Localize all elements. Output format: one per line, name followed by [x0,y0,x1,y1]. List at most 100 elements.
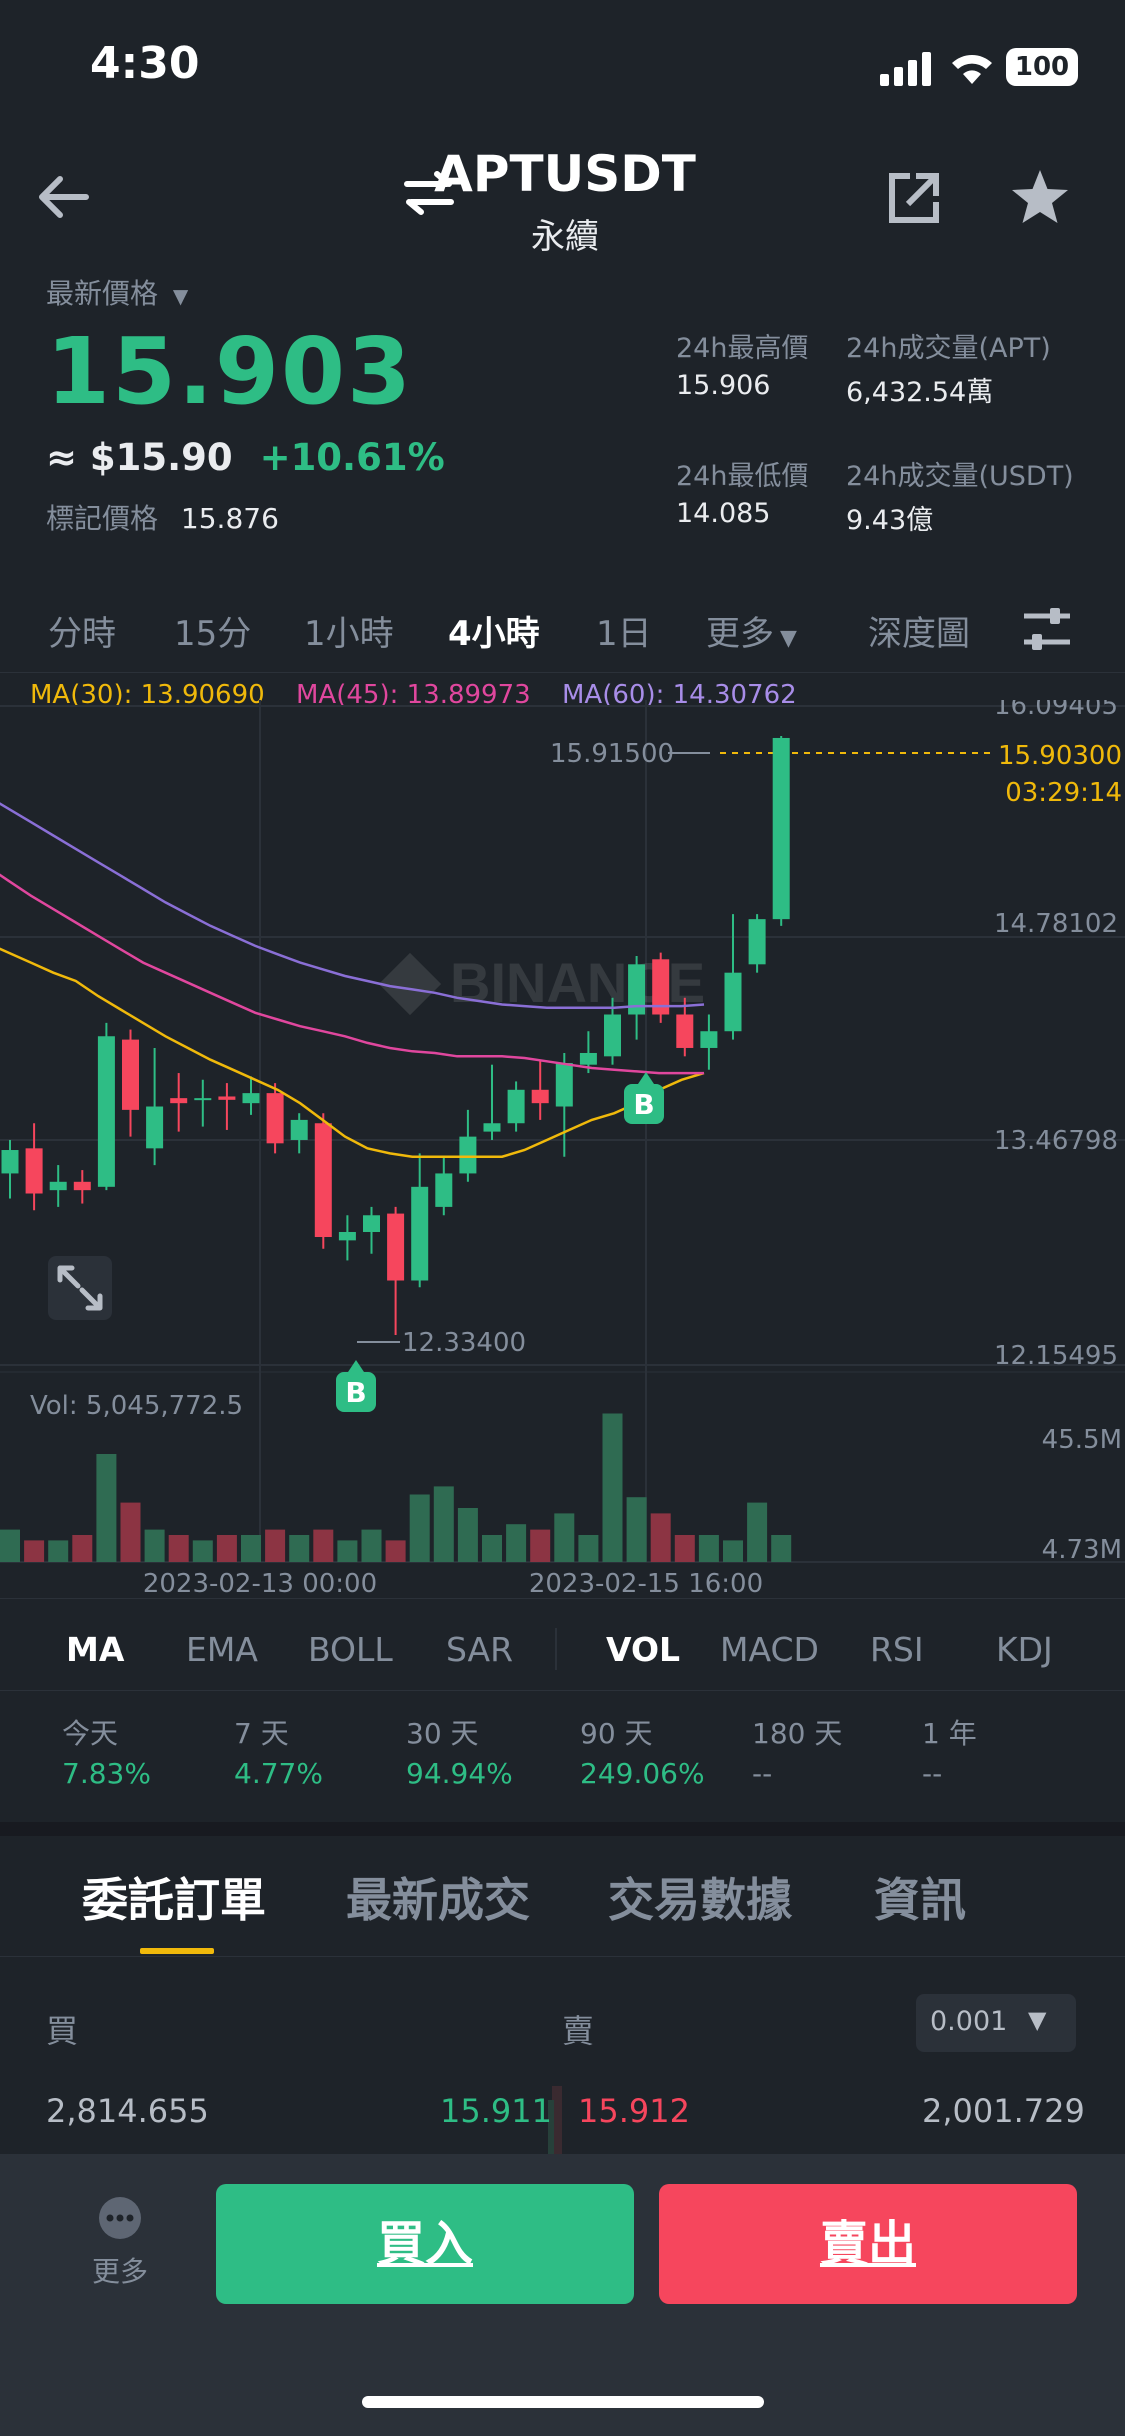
indicator-tab-ema[interactable]: EMA [186,1630,258,1669]
indicator-tab-vol[interactable]: VOL [606,1630,681,1669]
interval-tab-15m[interactable]: 15分 [174,614,252,654]
candle [748,914,766,973]
high-24h-value: 15.906 [676,370,771,401]
volume-bar [506,1524,527,1562]
volume-bar [674,1535,695,1562]
indicator-tab-sar[interactable]: SAR [446,1630,514,1669]
status-time: 4:30 [90,38,200,89]
home-indicator [362,2396,764,2408]
candle [700,1014,718,1070]
candle [290,1113,308,1154]
cellular-signal-icon [880,52,931,86]
volume-bar [771,1535,792,1562]
interval-tab-4h[interactable]: 4小時 [448,614,540,654]
last-price-label[interactable]: 最新價格 ▼ [46,272,188,312]
interval-tab-time[interactable]: 分時 [48,614,116,654]
candle [363,1206,380,1254]
swap-pair-icon[interactable] [403,170,455,216]
volume-bar [433,1486,454,1562]
more-button[interactable]: 更多 [70,2196,170,2290]
volume-bar [48,1540,69,1562]
indicator-tab-kdj[interactable]: KDJ [996,1630,1053,1669]
share-icon[interactable] [886,170,942,226]
back-arrow-icon[interactable] [30,165,94,229]
pair-header[interactable]: APTUSDT 永續 [400,145,730,258]
ma60-line [0,802,705,1010]
candle [411,1153,429,1288]
volume-bars [0,1413,792,1562]
indicator-separator [555,1628,557,1670]
candle [676,997,694,1057]
sell-button[interactable]: 賣出 [659,2184,1077,2304]
volume-bar [192,1540,213,1562]
ask-quantity[interactable]: 2,001.729 [922,2092,1085,2130]
buy-signal-marker[interactable]: B [624,1072,664,1124]
interval-tab-1h[interactable]: 1小時 [304,614,394,654]
candle [73,1170,91,1204]
perf-value-1y: -- [922,1757,943,1790]
perf-value-7d: 4.77% [234,1757,323,1790]
volume-bar [24,1540,45,1562]
buy-button[interactable]: 買入 [216,2184,634,2304]
pair-title: APTUSDT [434,145,696,203]
perf-value-30d: 94.94% [406,1757,513,1790]
buy-signal-marker[interactable]: B [336,1360,376,1412]
interval-more-label: 更多 [706,614,774,654]
perf-label-180d: 180 天 [752,1717,843,1750]
y-axis-label: 14.78102 [994,909,1118,939]
depth-bar-bid [548,2100,554,2154]
last-price-tag: 15.90300 [998,741,1122,771]
y-axis-label: 13.46798 [994,1126,1118,1156]
ask-price[interactable]: 15.912 [578,2092,690,2130]
battery-icon: 100 [1006,48,1078,86]
volume-bar [602,1413,623,1562]
indicator-tab-ma[interactable]: MA [66,1630,125,1669]
wifi-icon [952,55,992,84]
volume-bar [530,1529,551,1562]
precision-value: 0.001 [930,2006,1008,2037]
candle [772,735,790,926]
bid-quantity[interactable]: 2,814.655 [46,2092,209,2130]
tab-order-book[interactable]: 委託訂單 [82,1873,266,1927]
chart-settings-icon[interactable] [1022,606,1072,652]
candle [338,1215,356,1261]
candle [531,1059,549,1120]
tab-trading-data[interactable]: 交易數據 [608,1873,792,1927]
mark-price-label: 標記價格 [46,502,159,535]
depth-chart-tab[interactable]: 深度圖 [868,614,970,654]
candle [387,1206,405,1336]
perf-value-180d: -- [752,1757,773,1790]
section-separator [0,1822,1125,1836]
orderbook-buy-header: 買 [46,2012,79,2050]
volume-bar [578,1535,599,1562]
volume-bar [457,1508,478,1562]
price-chart[interactable]: BINANCE 16.09405 14.78102 13.46798 12.15… [0,700,1125,1600]
perf-label-1y: 1 年 [922,1717,977,1750]
low-24h-label: 24h最低價 [676,461,809,492]
fullscreen-icon[interactable] [48,1256,112,1320]
x-axis-label: 2023-02-13 00:00 [143,1569,377,1599]
volume-apt-label: 24h成交量(APT) [846,333,1051,364]
volume-bar [265,1529,286,1562]
low-annotation: 12.33400 [402,1328,526,1358]
interval-tab-1d[interactable]: 1日 [596,614,652,654]
indicator-tab-macd[interactable]: MACD [720,1630,819,1669]
volume-bar [385,1540,406,1562]
favorite-star-icon[interactable] [1010,168,1070,226]
tab-info[interactable]: 資訊 [874,1873,966,1927]
perf-value-90d: 249.06% [580,1757,705,1790]
volume-apt-value: 6,432.54萬 [846,377,994,408]
volume-bar [96,1454,117,1562]
candle [146,1047,164,1166]
indicator-bottom-border [0,1690,1125,1691]
x-axis-label: 2023-02-15 16:00 [529,1569,763,1599]
candle [314,1113,332,1249]
candle-countdown: 03:29:14 [1005,778,1122,808]
interval-tab-more[interactable]: 更多 ▼ [706,606,797,655]
indicator-tab-rsi[interactable]: RSI [870,1630,924,1669]
precision-select[interactable]: 0.001 ▼ [916,1994,1076,2052]
bid-price[interactable]: 15.911 [440,2092,552,2130]
tab-recent-trades[interactable]: 最新成交 [346,1873,530,1927]
volume-usdt-value: 9.43億 [846,505,934,536]
indicator-tab-boll[interactable]: BOLL [308,1630,393,1669]
